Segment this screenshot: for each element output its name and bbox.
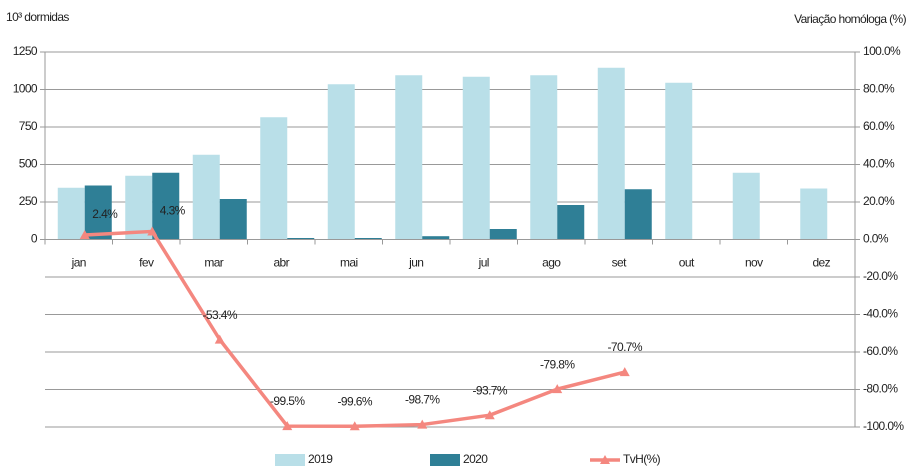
- y2-tick-label: -60.0%: [863, 344, 898, 358]
- data-label: -53.4%: [203, 308, 238, 322]
- x-tick-label: abr: [273, 256, 289, 270]
- y2-tick-label: -100.0%: [863, 419, 904, 433]
- data-label: -79.8%: [540, 357, 575, 371]
- data-label: -99.5%: [270, 394, 305, 408]
- legend-marker: [600, 455, 610, 464]
- x-tick-label: out: [679, 256, 695, 270]
- data-label: 2.4%: [92, 207, 118, 221]
- marker: [147, 226, 158, 236]
- y2-tick-label: -20.0%: [863, 269, 898, 283]
- data-label: -93.7%: [473, 383, 508, 397]
- bar: [597, 67, 625, 240]
- x-tick-label: mai: [340, 256, 358, 270]
- data-label: -98.7%: [405, 393, 440, 407]
- data-label: -70.7%: [608, 340, 643, 354]
- bar: [287, 238, 315, 240]
- y2-axis-label: Variação homóloga (%): [794, 12, 907, 26]
- x-tick-label: jun: [408, 256, 423, 270]
- marker: [417, 419, 428, 429]
- bar: [219, 199, 247, 240]
- bar: [800, 188, 828, 240]
- marker: [349, 421, 360, 431]
- legend-label: 2019: [308, 452, 333, 466]
- y2-tick-label: 20.0%: [863, 194, 895, 208]
- bar: [57, 187, 85, 240]
- bar: [260, 117, 288, 240]
- bar: [732, 172, 760, 240]
- x-tick-label: set: [612, 256, 627, 270]
- bar: [665, 82, 693, 240]
- x-tick-label: ago: [542, 256, 561, 270]
- y-tick-label: 1000: [13, 82, 38, 96]
- bar: [125, 175, 153, 240]
- bar: [624, 189, 652, 240]
- bar: [152, 172, 180, 240]
- y-tick-label: 500: [19, 157, 38, 171]
- bar: [395, 75, 423, 240]
- y2-tick-label: 60.0%: [863, 119, 895, 133]
- data-label: -99.6%: [338, 394, 373, 408]
- y2-tick-label: -40.0%: [863, 307, 898, 321]
- y-tick-label: 250: [19, 194, 38, 208]
- y2-tick-label: 40.0%: [863, 157, 895, 171]
- legend-label: 2020: [463, 452, 488, 466]
- bar: [84, 185, 112, 240]
- marker: [484, 410, 495, 420]
- bar: [192, 154, 220, 240]
- bar: [557, 205, 585, 240]
- legend-swatch: [430, 454, 460, 466]
- legend-swatch: [275, 454, 305, 466]
- marker: [282, 421, 293, 431]
- bar: [530, 75, 558, 240]
- bar: [489, 229, 517, 240]
- y-tick-label: 1250: [13, 44, 38, 58]
- marker: [214, 334, 225, 344]
- marker: [79, 230, 90, 239]
- x-tick-label: jan: [71, 256, 86, 270]
- data-label: 4.3%: [160, 204, 186, 218]
- x-tick-label: jul: [478, 256, 489, 270]
- y2-tick-label: 0.0%: [863, 232, 889, 246]
- x-tick-label: nov: [745, 256, 763, 270]
- y2-tick-label: 80.0%: [863, 82, 895, 96]
- bar: [422, 236, 450, 240]
- x-tick-label: fev: [139, 256, 154, 270]
- y-tick-label: 0: [31, 232, 38, 246]
- legend-label: TvH(%): [623, 452, 661, 466]
- y2-tick-label: 100.0%: [863, 44, 901, 58]
- y2-tick-label: -80.0%: [863, 382, 898, 396]
- y-tick-label: 750: [19, 119, 38, 133]
- y-axis-label: 10³ dormidas: [6, 10, 69, 24]
- marker: [619, 367, 630, 377]
- marker: [552, 384, 563, 394]
- bar: [327, 84, 355, 240]
- bar: [354, 238, 382, 240]
- x-tick-label: mar: [204, 256, 223, 270]
- bar: [462, 76, 490, 240]
- x-tick-label: dez: [812, 256, 830, 270]
